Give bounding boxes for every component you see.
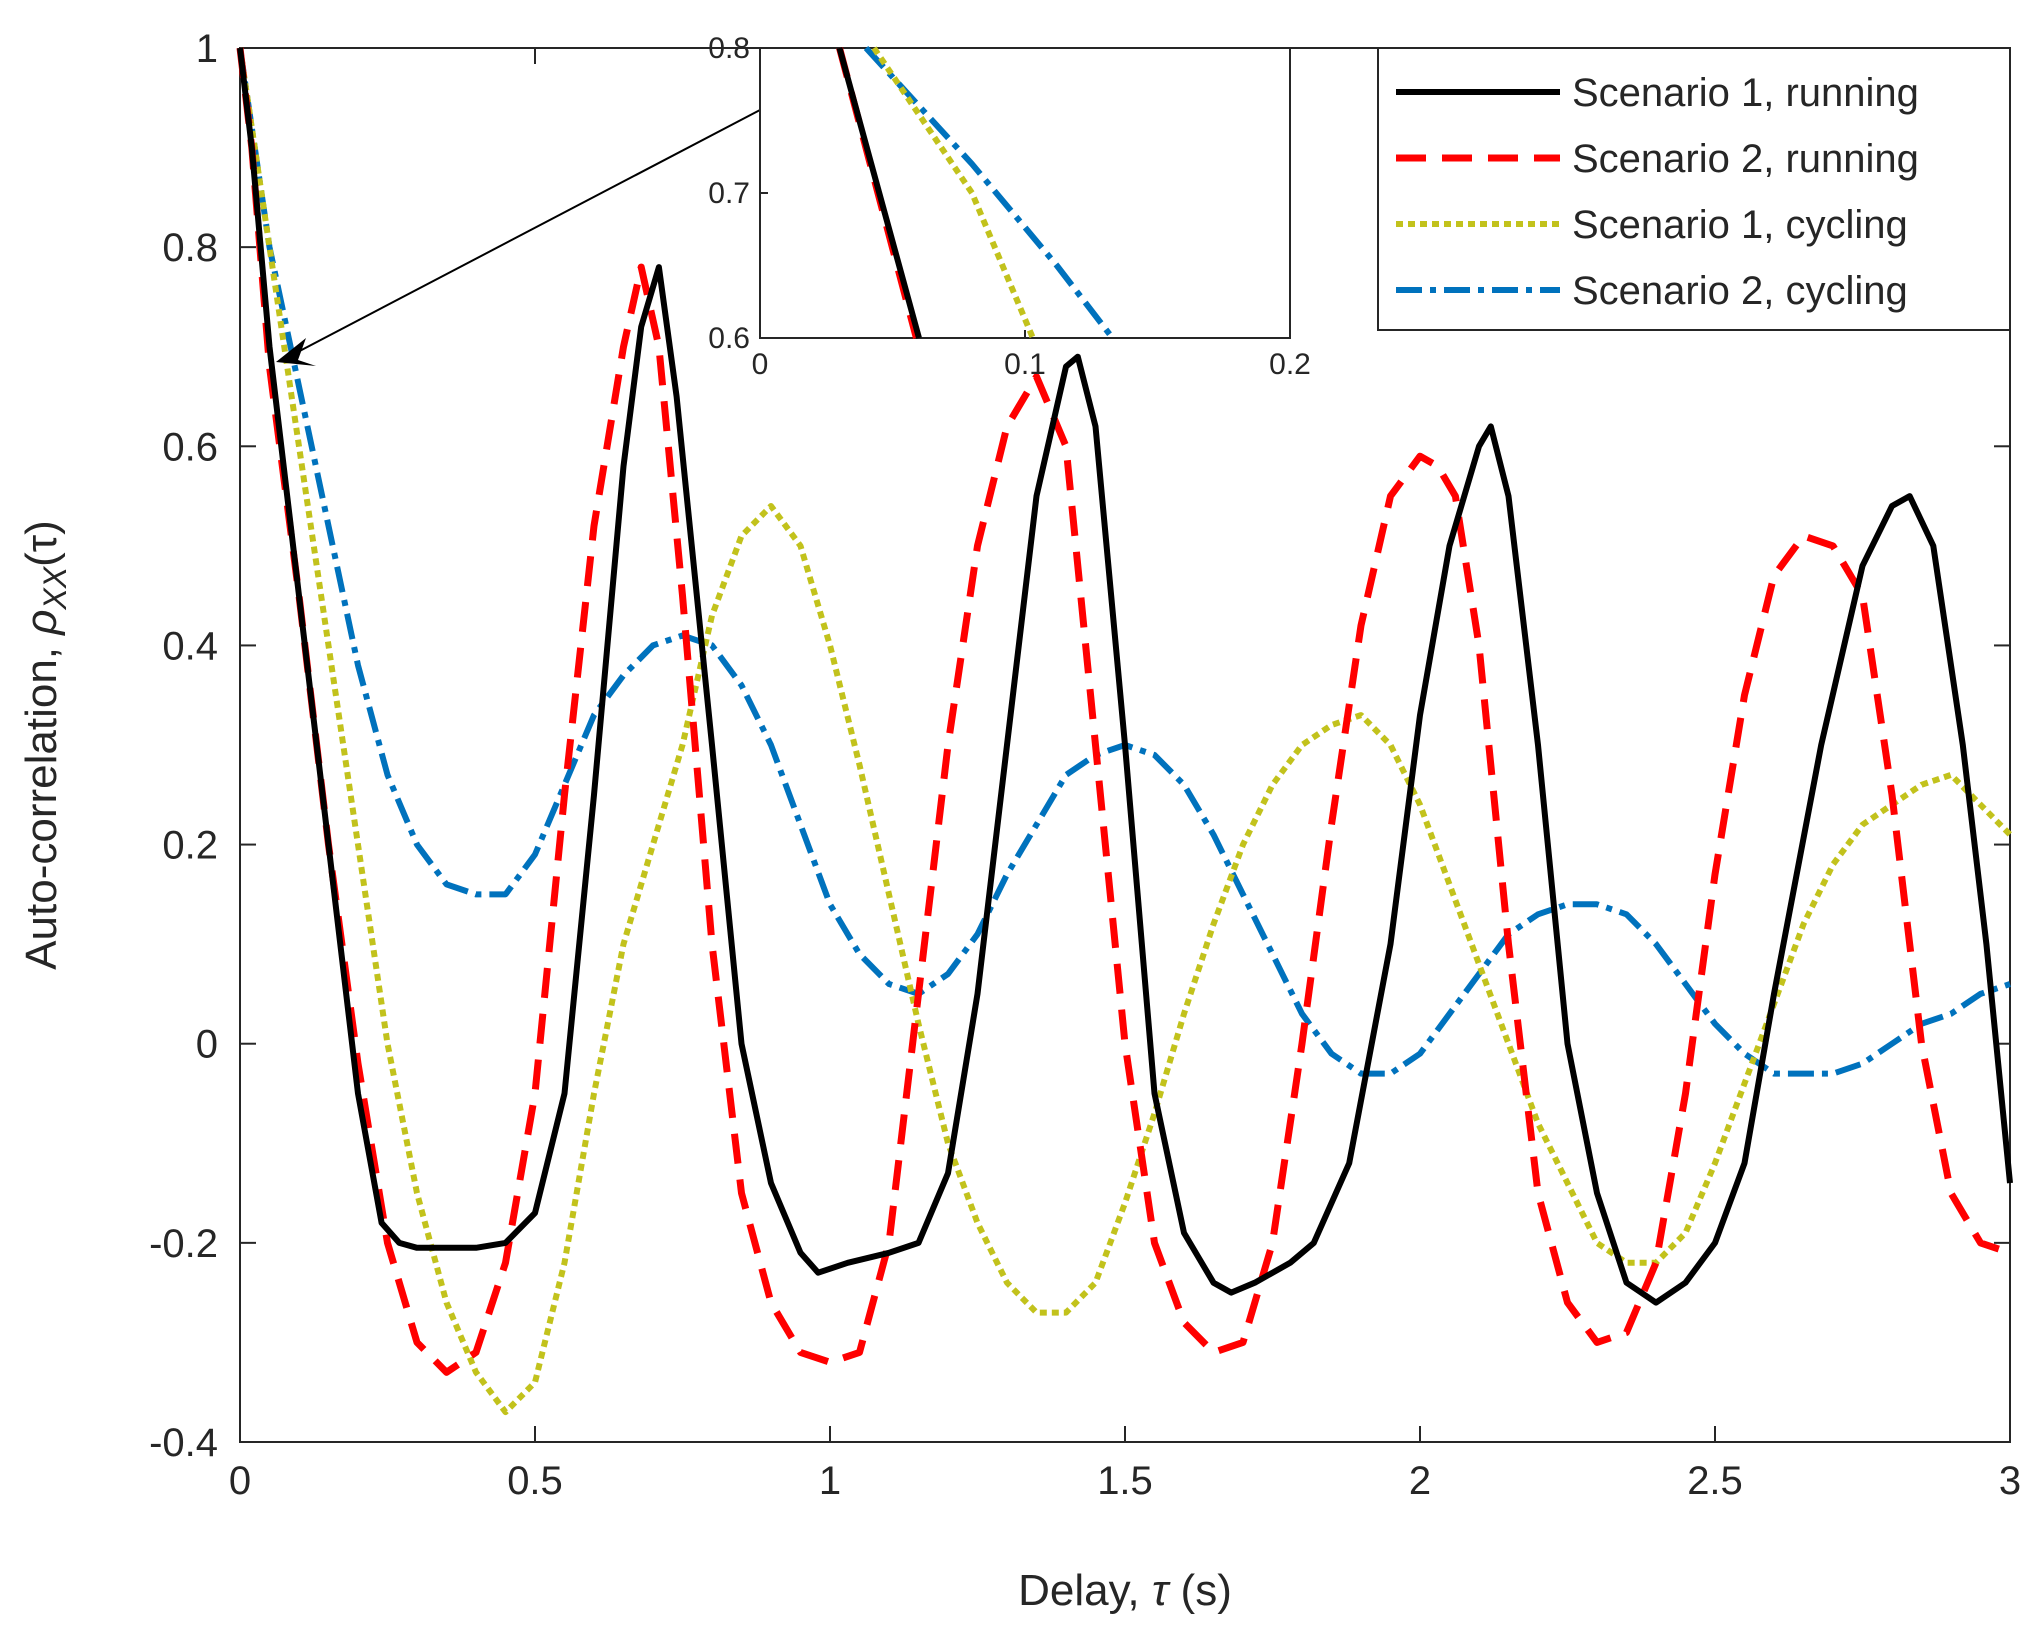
y-axis-title-prefix: Auto-correlation, [17, 635, 66, 970]
inset-x-tick-label: 0.2 [1269, 348, 1311, 381]
x-axis-title-symbol: τ [1152, 1566, 1171, 1615]
y-tick-label: 0 [196, 1023, 218, 1067]
inset-y-tick-label: 0.7 [708, 177, 750, 210]
x-tick-label: 2 [1409, 1459, 1431, 1503]
series-line-scenario-2-cycling [237, 47, 2011, 1077]
legend-label: Scenario 2, running [1572, 137, 1919, 181]
main-ticks: 0 0.5 1 1.5 2 2.5 3 -0.4 -0.2 0 0.2 0.4 0.6 0.8 1 [149, 27, 2021, 1503]
main-series-group [236, 47, 2013, 1416]
x-axis-title-prefix: Delay, [1018, 1566, 1152, 1615]
y-axis-title: Auto-correlation, ρXX(τ) [17, 520, 73, 970]
inset-y-tick-label: 0.6 [708, 322, 750, 355]
inset-series-group [836, 45, 1115, 340]
series-line-scenario-1-running [237, 47, 2013, 1306]
inset-series-line-scenario-1-cycling [871, 46, 1036, 340]
legend-label: Scenario 1, cycling [1572, 203, 1908, 247]
y-axis-title-arg: (τ) [17, 520, 66, 567]
y-axis-title-symbol: ρ [17, 610, 66, 637]
y-tick-label: 0.4 [162, 624, 218, 668]
x-axis-title: Delay, τ (s) [1018, 1566, 1232, 1615]
legend: Scenario 1, running Scenario 2, running Sc… [1377, 47, 2011, 331]
legend-label: Scenario 2, cycling [1572, 269, 1908, 313]
x-tick-label: 3 [1999, 1459, 2021, 1503]
x-tick-label: 2.5 [1687, 1459, 1743, 1503]
inset-x-tick-label: 0.1 [1004, 348, 1046, 381]
y-tick-label: 0.2 [162, 824, 218, 868]
series-line-scenario-1-cycling [237, 47, 2013, 1416]
inset-y-tick-label: 0.8 [708, 32, 750, 65]
x-tick-label: 0.5 [507, 1459, 563, 1503]
x-tick-label: 0 [229, 1459, 251, 1503]
legend-label: Scenario 1, running [1572, 71, 1919, 115]
y-tick-label: -0.4 [149, 1421, 218, 1465]
y-tick-label: 1 [196, 27, 218, 71]
inset-x-tick-label: 0 [752, 348, 769, 381]
zoom-arrow [276, 109, 761, 366]
x-tick-label: 1 [819, 1459, 841, 1503]
inset-plot-area [759, 47, 1291, 339]
series-line-scenario-2-running [236, 47, 2012, 1376]
y-tick-label: 0.8 [162, 226, 218, 270]
y-tick-label: -0.2 [149, 1222, 218, 1266]
y-axis-title-subscript: XX [37, 565, 73, 610]
x-tick-label: 1.5 [1097, 1459, 1153, 1503]
x-axis-title-suffix: (s) [1168, 1566, 1232, 1615]
inset-series-line-scenario-1-running [836, 47, 922, 339]
inset-ticks: 0 0.1 0.2 0.6 0.7 0.8 [708, 32, 1311, 381]
y-tick-label: 0.6 [162, 425, 218, 469]
